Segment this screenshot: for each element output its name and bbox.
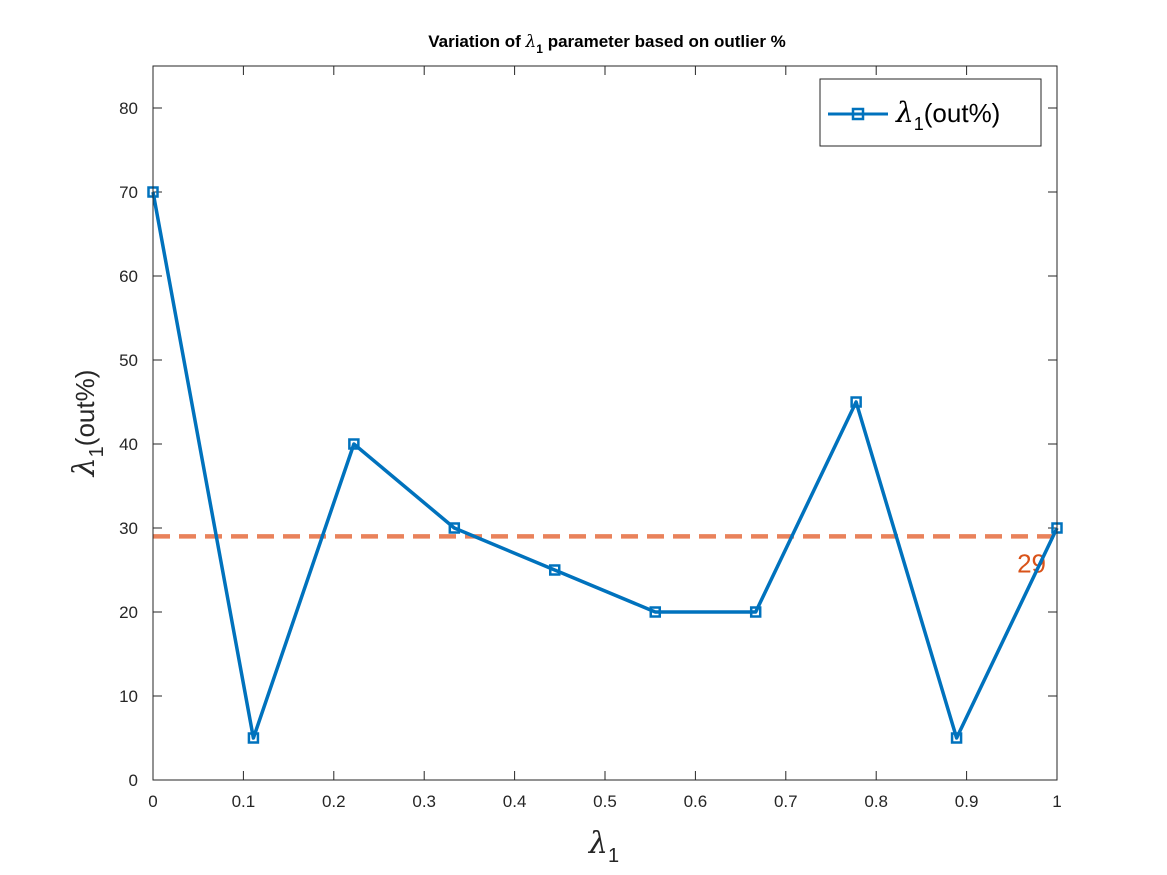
y-axis-label: λ1(out%): [67, 370, 108, 478]
x-tick-label: 0.7: [774, 792, 798, 811]
y-tick-label: 70: [119, 183, 138, 202]
x-tick-label: 0.2: [322, 792, 346, 811]
y-tick-label: 30: [119, 519, 138, 538]
y-tick-label: 0: [129, 771, 138, 790]
x-tick-label: 0.1: [232, 792, 256, 811]
plot-area: [153, 66, 1057, 780]
chart-title: Variation of λ1 parameter based on outli…: [428, 32, 786, 56]
data-point-marker: [950, 732, 963, 744]
y-tick-label: 80: [119, 99, 138, 118]
series-line: [151, 191, 1059, 740]
x-tick-label: 0.9: [955, 792, 979, 811]
y-tick-label: 40: [119, 435, 138, 454]
y-tick-label: 20: [119, 603, 138, 622]
data-point-marker: [448, 522, 461, 534]
x-tick-label: 0.8: [864, 792, 888, 811]
legend-marker-swatch: [851, 107, 865, 121]
data-point-marker: [749, 606, 762, 618]
data-point-marker: [348, 438, 360, 450]
x-tick-label: 1: [1052, 792, 1061, 811]
y-tick-label: 10: [119, 687, 138, 706]
x-tick-label: 0.3: [412, 792, 436, 811]
data-point-marker: [850, 396, 862, 408]
x-axis-label: λ1: [588, 826, 619, 867]
data-point-marker: [548, 564, 561, 576]
x-tick-label: 0.6: [684, 792, 708, 811]
axes-box: [152, 65, 1058, 781]
legend[interactable]: λ1(out%): [819, 78, 1042, 147]
data-point-marker: [649, 606, 662, 618]
x-tick-label: 0.5: [593, 792, 617, 811]
x-tick-label: 0: [148, 792, 157, 811]
legend-label: λ1(out%): [895, 96, 1000, 134]
data-point-marker: [247, 732, 260, 744]
y-tick-label: 60: [119, 267, 138, 286]
y-tick-label: 50: [119, 351, 138, 370]
axis-ticks: 0 0.1 0.2 0.3 0.4 0.5 0.6 0.7 0.8 0.9 101020304050…: [119, 66, 1062, 811]
x-tick-label: 0.4: [503, 792, 527, 811]
